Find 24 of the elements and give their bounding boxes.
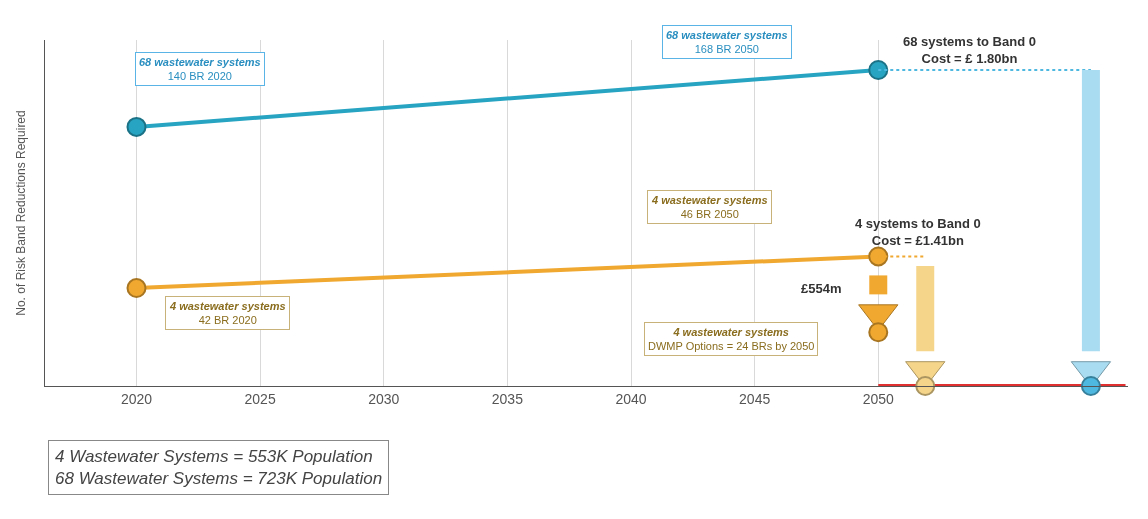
annotation: 4 systems to Band 0 Cost = £1.41bn — [855, 216, 981, 248]
text: 68 systems to Band 0 Cost = £ 1.80bn — [903, 34, 1036, 66]
point — [915, 376, 936, 396]
text: 4 Wastewater Systems = 553K Population 68 Wastewater Systems = 723K Population — [55, 447, 383, 489]
annotation: 4 wastewater systems 46 BR 2050 — [651, 194, 768, 221]
point — [126, 116, 147, 137]
x-tick-label: 2040 — [615, 390, 647, 407]
text: 68 wastewater systems 168 BR 2050 — [666, 29, 788, 56]
annotation: 68 wastewater systems 140 BR 2020 — [139, 56, 261, 83]
x-tick-label: 2050 — [862, 390, 895, 407]
point — [868, 322, 889, 343]
annotation: 4 wastewater systems 42 BR 2020 — [169, 300, 286, 327]
point — [1080, 376, 1101, 396]
x-tick-label: 2045 — [739, 390, 771, 407]
point — [126, 278, 147, 299]
y-axis-title: No. of Risk Band Reductions Required — [14, 110, 29, 316]
x-tick-label: 2025 — [244, 390, 276, 407]
point — [868, 246, 889, 267]
annotation: 4 wastewater systems DWMP Options = 24 BRs by 2050 — [648, 326, 815, 353]
point — [868, 60, 889, 81]
x-tick-label: 2030 — [368, 390, 400, 407]
x-tick-label: 2020 — [120, 390, 153, 407]
annotation: £554m — [801, 281, 842, 296]
x-tick-label: 2035 — [491, 390, 524, 407]
